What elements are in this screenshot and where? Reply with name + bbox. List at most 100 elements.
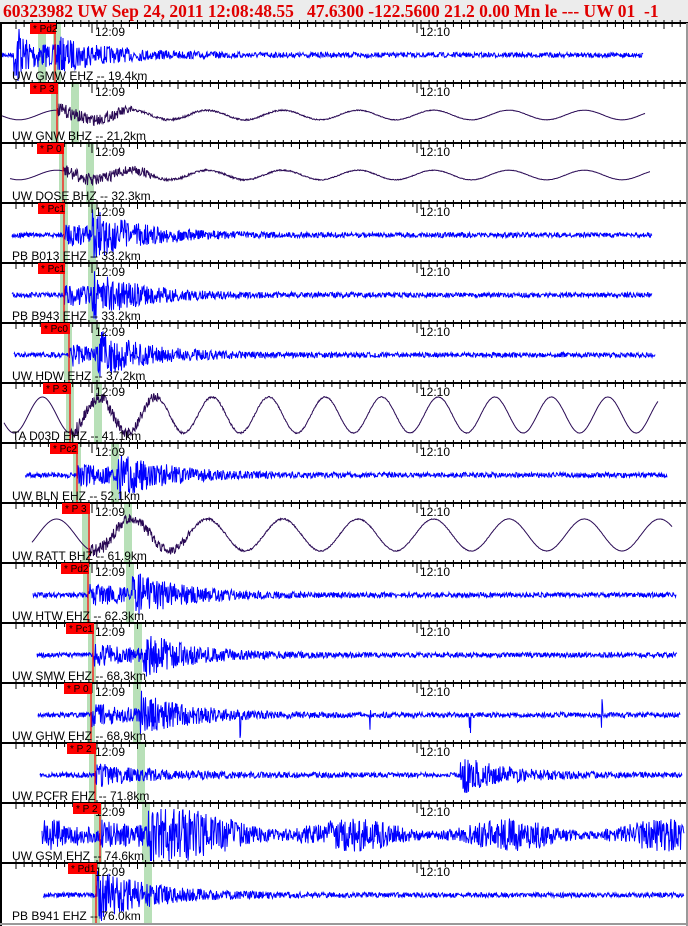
trace-panel[interactable]: 12:09 12:10 * P 0 UW GHW EHZ -- 68.9km — [0, 680, 688, 743]
time-tick-label: 12:10 — [420, 625, 450, 639]
phase-window — [88, 623, 96, 683]
pick-label-box[interactable] — [30, 23, 56, 34]
phase-window — [137, 743, 145, 803]
trace-panel[interactable]: 12:09 12:10 * P 3 UW GNW BHZ -- 21.2km — [0, 80, 688, 143]
time-tick-label: 12:09 — [95, 445, 125, 459]
waveform — [9, 165, 650, 186]
trace-panel[interactable]: 12:09 12:10 * Pd1 PB B941 EHZ -- 76.0km — [0, 860, 688, 923]
trace-panel[interactable]: 12:09 12:10 * Pc2 UW BLN EHZ -- 52.1km — [0, 440, 688, 503]
trace-panel[interactable]: 12:09 12:10 * P 0 UW DOSE BHZ -- 32.3km — [0, 140, 688, 203]
pick-label-box[interactable] — [38, 203, 65, 214]
trace-panel[interactable]: 12:09 12:10 * Pd2 UW GMW EHZ -- 19.4km — [0, 20, 688, 83]
station-label: PB B941 EHZ -- 76.0km — [12, 909, 141, 923]
pick-label-box[interactable] — [62, 503, 90, 514]
time-tick-label: 12:10 — [420, 25, 450, 39]
station-label: UW HDW EHZ -- 37.2km — [12, 369, 145, 383]
station-label: UW RATT BHZ -- 61.9km — [12, 549, 147, 563]
trace-panel[interactable]: 12:09 12:10 * Pc1 PB B943 EHZ -- 33.2km — [0, 260, 688, 323]
station-label: UW SMW EHZ -- 68.3km — [12, 669, 146, 683]
phase-window — [82, 503, 90, 563]
trace-panel[interactable]: 12:09 12:10 * Pc1 UW SMW EHZ -- 68.3km — [0, 620, 688, 683]
station-label: UW GHW EHZ -- 68.9km — [12, 729, 146, 743]
trace-panel[interactable]: 12:09 12:10 * P 3 TA D03D EHZ -- 41.1km — [0, 380, 688, 443]
waveform — [42, 870, 685, 922]
pick-label-box[interactable] — [43, 383, 71, 394]
pick-label: * P 3 — [33, 84, 55, 95]
time-tick-label: 12:10 — [420, 805, 450, 819]
station-label: TA D03D EHZ -- 41.1km — [12, 429, 141, 443]
station-label: UW GMW EHZ -- 19.4km — [12, 69, 147, 83]
pick-label: * P 2 — [70, 744, 92, 755]
phase-window — [86, 143, 94, 203]
phase-window — [144, 863, 152, 923]
pick-label: * Pd1 — [71, 864, 96, 875]
time-tick-label: 12:09 — [95, 85, 125, 99]
pick-label: * Pd2 — [64, 564, 89, 575]
pick-label-box[interactable] — [67, 743, 96, 754]
waveform — [11, 209, 653, 258]
pick-label-box[interactable] — [64, 683, 92, 694]
time-tick-label: 12:09 — [95, 805, 125, 819]
waveform — [3, 393, 659, 440]
phase-window — [71, 83, 79, 143]
trace-panel[interactable]: 12:09 12:10 * P 3 UW RATT BHZ -- 61.9km — [0, 500, 688, 563]
trace-panel[interactable]: 12:09 12:10 * P 2 UW GSM EHZ -- 74.6km — [0, 800, 688, 863]
station-label: UW HTW EHZ -- 62.3km — [12, 609, 144, 623]
phase-window — [64, 323, 72, 383]
waveform — [41, 808, 685, 862]
pick-label: * P 0 — [67, 684, 89, 695]
pick-label: * P 3 — [46, 384, 68, 395]
phase-window — [51, 83, 59, 143]
waveform — [1, 28, 644, 82]
time-tick-label: 12:10 — [420, 745, 450, 759]
trace-panel[interactable]: 12:09 12:10 * Pc0 UW HDW EHZ -- 37.2km — [0, 320, 688, 383]
time-tick-label: 12:09 — [95, 205, 125, 219]
pick-label-box[interactable] — [68, 863, 97, 874]
time-tick-label: 12:09 — [95, 145, 125, 159]
waveform — [31, 514, 673, 557]
time-tick-label: 12:10 — [420, 145, 450, 159]
pick-label: * Pd2 — [33, 24, 58, 35]
phase-window — [83, 563, 91, 623]
pick-label-box[interactable] — [73, 803, 101, 814]
waveform — [13, 331, 656, 377]
time-tick-label: 12:10 — [420, 565, 450, 579]
time-tick-label: 12:10 — [420, 445, 450, 459]
time-tick-label: 12:09 — [95, 865, 125, 879]
pick-label: * P 2 — [76, 804, 98, 815]
pick-label: * P 0 — [40, 144, 62, 155]
pick-label-box[interactable] — [41, 323, 70, 334]
time-tick-label: 12:10 — [420, 385, 450, 399]
station-label: UW BLN EHZ -- 52.1km — [12, 489, 140, 503]
waveform — [32, 573, 677, 615]
pick-label: * Pc0 — [44, 324, 68, 335]
pick-label-box[interactable] — [50, 443, 78, 454]
time-tick-label: 12:09 — [95, 505, 125, 519]
time-tick-label: 12:09 — [95, 265, 125, 279]
pick-label-box[interactable] — [30, 83, 58, 94]
time-tick-label: 12:10 — [420, 325, 450, 339]
pick-label-box[interactable] — [38, 263, 65, 274]
time-tick-label: 12:09 — [95, 385, 125, 399]
waveform — [37, 690, 681, 738]
station-label: UW PCFR EHZ -- 71.8km — [12, 789, 149, 803]
pick-label: * Pc1 — [69, 624, 93, 635]
station-label: PB B943 EHZ -- 33.2km — [12, 309, 141, 323]
waveform — [24, 455, 668, 500]
trace-panel[interactable]: 12:09 12:10 * P 2 UW PCFR EHZ -- 71.8km — [0, 740, 688, 803]
pick-label-box[interactable] — [61, 563, 89, 574]
phase-window — [142, 803, 150, 863]
pick-label: * Pc1 — [41, 264, 65, 275]
pick-label-box[interactable] — [37, 143, 64, 154]
phase-window — [126, 563, 134, 623]
station-label: PB B013 EHZ -- 33.2km — [12, 249, 141, 263]
time-tick-label: 12:10 — [420, 205, 450, 219]
trace-panel[interactable]: 12:09 12:10 * Pc1 PB B013 EHZ -- 33.2km — [0, 200, 688, 263]
time-tick-label: 12:09 — [95, 685, 125, 699]
pick-label: * Pc1 — [41, 204, 65, 215]
pick-label-box[interactable] — [66, 623, 94, 634]
time-tick-label: 12:09 — [95, 25, 125, 39]
time-tick-label: 12:10 — [420, 265, 450, 279]
trace-panel[interactable]: 12:09 12:10 * Pd2 UW HTW EHZ -- 62.3km — [0, 560, 688, 623]
